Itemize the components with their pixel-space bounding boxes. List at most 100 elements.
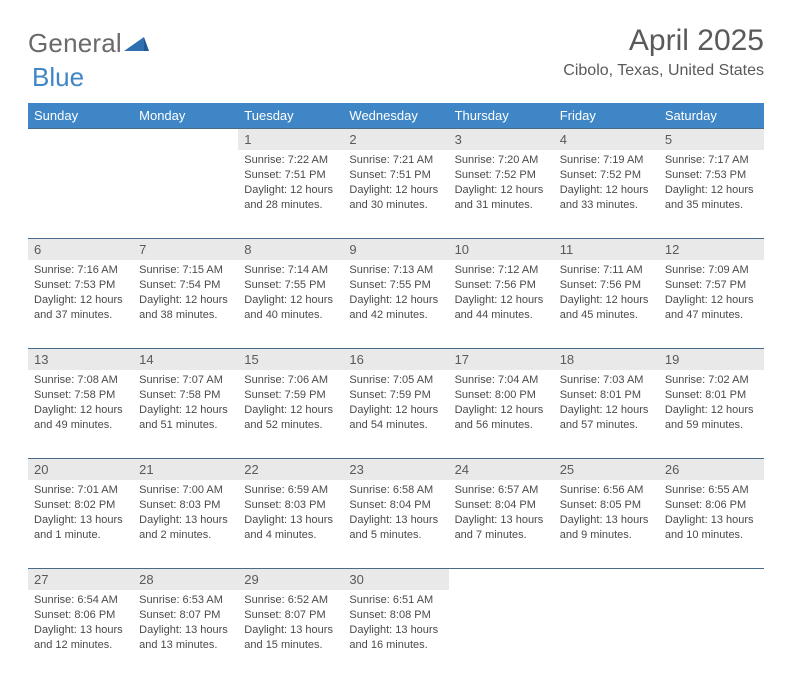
daylight1-label: Daylight: 12 hours [34,403,127,418]
sunset-label: Sunset: 7:57 PM [665,278,758,293]
sunset-label: Sunset: 7:52 PM [455,168,548,183]
day-content-cell [133,150,238,239]
day-content-cell: Sunrise: 7:19 AMSunset: 7:52 PMDaylight:… [554,150,659,239]
daylight1-label: Daylight: 12 hours [139,403,232,418]
day-content-cell: Sunrise: 7:11 AMSunset: 7:56 PMDaylight:… [554,260,659,349]
daylight1-label: Daylight: 13 hours [244,623,337,638]
weekday-header: Sunday [28,103,133,129]
sunrise-label: Sunrise: 6:52 AM [244,593,337,608]
daylight2-label: and 37 minutes. [34,308,127,323]
day-content-cell [554,590,659,678]
day-number-cell: 15 [238,349,343,371]
daylight2-label: and 16 minutes. [349,638,442,653]
day-content-cell: Sunrise: 7:00 AMSunset: 8:03 PMDaylight:… [133,480,238,569]
day-content-cell: Sunrise: 6:53 AMSunset: 8:07 PMDaylight:… [133,590,238,678]
daylight2-label: and 10 minutes. [665,528,758,543]
day-number-cell: 5 [659,129,764,151]
sunset-label: Sunset: 7:55 PM [244,278,337,293]
sunset-label: Sunset: 8:04 PM [455,498,548,513]
sunrise-label: Sunrise: 7:05 AM [349,373,442,388]
sunrise-label: Sunrise: 7:04 AM [455,373,548,388]
day-content-cell: Sunrise: 6:56 AMSunset: 8:05 PMDaylight:… [554,480,659,569]
day-number-cell: 4 [554,129,659,151]
logo: General [28,24,150,59]
day-number-cell: 13 [28,349,133,371]
day-number-cell: 18 [554,349,659,371]
day-content-cell: Sunrise: 6:52 AMSunset: 8:07 PMDaylight:… [238,590,343,678]
day-details: Sunrise: 7:20 AMSunset: 7:52 PMDaylight:… [449,150,554,218]
day-number-cell: 21 [133,459,238,481]
sunset-label: Sunset: 7:51 PM [349,168,442,183]
daylight1-label: Daylight: 12 hours [349,293,442,308]
day-content-cell: Sunrise: 6:54 AMSunset: 8:06 PMDaylight:… [28,590,133,678]
day-content-cell: Sunrise: 6:51 AMSunset: 8:08 PMDaylight:… [343,590,448,678]
day-content-row: Sunrise: 7:01 AMSunset: 8:02 PM Daylight:… [28,480,764,569]
day-content-cell: Sunrise: 7:04 AMSunset: 8:00 PMDaylight:… [449,370,554,459]
day-number-cell: 3 [449,129,554,151]
day-number-cell [449,569,554,591]
sunrise-label: Sunrise: 7:08 AM [34,373,127,388]
sunrise-label: Sunrise: 7:13 AM [349,263,442,278]
daylight2-label: and 54 minutes. [349,418,442,433]
daylight2-label: and 30 minutes. [349,198,442,213]
sunrise-label: Sunrise: 7:16 AM [34,263,127,278]
day-content-cell: Sunrise: 7:06 AMSunset: 7:59 PMDaylight:… [238,370,343,459]
day-content-cell: Sunrise: 7:15 AMSunset: 7:54 PMDaylight:… [133,260,238,349]
day-content-cell: Sunrise: 7:05 AMSunset: 7:59 PMDaylight:… [343,370,448,459]
sunset-label: Sunset: 8:07 PM [244,608,337,623]
day-number-row: 12345 [28,129,764,151]
day-content-cell: Sunrise: 7:21 AMSunset: 7:51 PMDaylight:… [343,150,448,239]
daylight2-label: and 45 minutes. [560,308,653,323]
daylight2-label: and 28 minutes. [244,198,337,213]
sunrise-label: Sunrise: 6:59 AM [244,483,337,498]
sunset-label: Sunset: 8:06 PM [34,608,127,623]
daylight2-label: and 49 minutes. [34,418,127,433]
day-number-cell: 26 [659,459,764,481]
daylight1-label: Daylight: 13 hours [665,513,758,528]
day-number-cell: 22 [238,459,343,481]
day-number-cell [554,569,659,591]
daylight2-label: and 47 minutes. [665,308,758,323]
daylight2-label: and 31 minutes. [455,198,548,213]
day-content-cell: Sunrise: 7:20 AMSunset: 7:52 PMDaylight:… [449,150,554,239]
day-number-cell: 9 [343,239,448,261]
sunset-label: Sunset: 8:03 PM [244,498,337,513]
daylight1-label: Daylight: 13 hours [349,513,442,528]
day-details: Sunrise: 7:02 AMSunset: 8:01 PMDaylight:… [659,370,764,438]
sunset-label: Sunset: 8:03 PM [139,498,232,513]
day-details: Sunrise: 7:12 AMSunset: 7:56 PMDaylight:… [449,260,554,328]
logo-triangle-icon [122,33,150,55]
day-content-cell: Sunrise: 7:08 AMSunset: 7:58 PMDaylight:… [28,370,133,459]
day-details: Sunrise: 7:04 AMSunset: 8:00 PMDaylight:… [449,370,554,438]
day-content-cell: Sunrise: 7:03 AMSunset: 8:01 PMDaylight:… [554,370,659,459]
daylight1-label: Daylight: 13 hours [244,513,337,528]
day-number-row: 13141516171819 [28,349,764,371]
daylight1-label: Daylight: 12 hours [455,293,548,308]
daylight1-label: Daylight: 12 hours [34,293,127,308]
day-content-cell: Sunrise: 6:58 AMSunset: 8:04 PMDaylight:… [343,480,448,569]
daylight1-label: Daylight: 12 hours [244,293,337,308]
day-number-cell: 24 [449,459,554,481]
day-details: Sunrise: 7:11 AMSunset: 7:56 PMDaylight:… [554,260,659,328]
daylight1-label: Daylight: 13 hours [560,513,653,528]
day-number-cell: 19 [659,349,764,371]
day-number-row: 6789101112 [28,239,764,261]
day-content-cell [659,590,764,678]
day-content-cell [28,150,133,239]
daylight1-label: Daylight: 13 hours [349,623,442,638]
sunrise-label: Sunrise: 6:55 AM [665,483,758,498]
day-number-cell [659,569,764,591]
sunrise-label: Sunrise: 7:01 AM [34,483,127,498]
location-label: Cibolo, Texas, United States [563,62,764,80]
daylight2-label: and 59 minutes. [665,418,758,433]
day-content-cell: Sunrise: 7:22 AMSunset: 7:51 PMDaylight:… [238,150,343,239]
sunset-label: Sunset: 7:54 PM [139,278,232,293]
day-number-cell: 25 [554,459,659,481]
sunrise-label: Sunrise: 6:53 AM [139,593,232,608]
day-number-cell: 29 [238,569,343,591]
sunset-label: Sunset: 7:56 PM [455,278,548,293]
day-details: Sunrise: 7:17 AMSunset: 7:53 PMDaylight:… [659,150,764,218]
day-content-row: Sunrise: 7:22 AMSunset: 7:51 PMDaylight:… [28,150,764,239]
sunset-label: Sunset: 8:02 PM [34,498,127,513]
day-details: Sunrise: 7:13 AMSunset: 7:55 PMDaylight:… [343,260,448,328]
